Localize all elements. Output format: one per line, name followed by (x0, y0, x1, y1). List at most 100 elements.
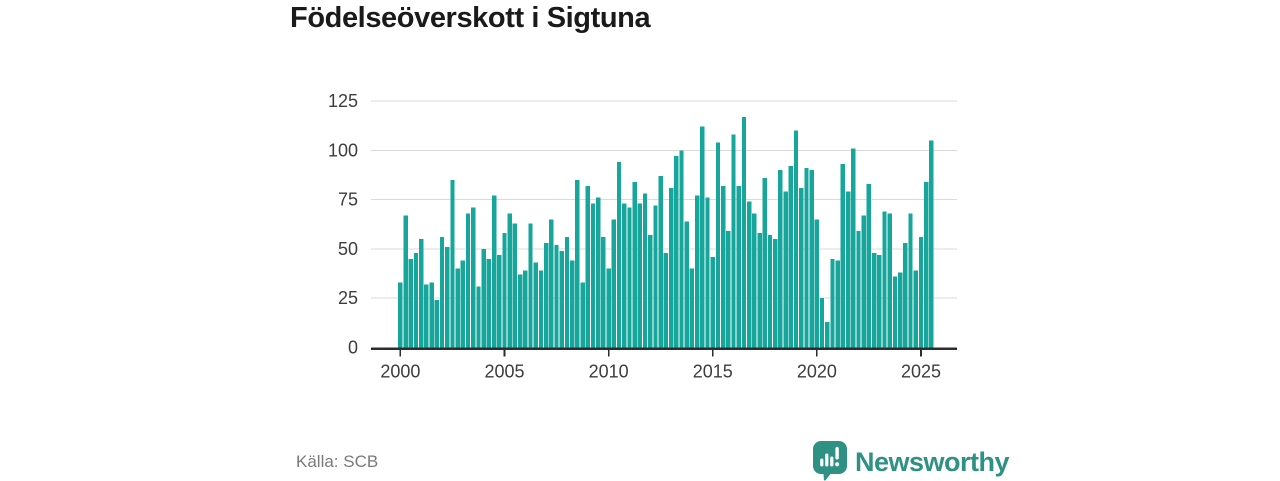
bar-quarter-81 (819, 298, 825, 348)
bar-quarter-17 (486, 258, 492, 348)
y-axis-label-25: 25 (338, 288, 358, 308)
bar-quarter-85 (840, 164, 846, 348)
bar-quarter-92 (877, 254, 882, 348)
bar-quarter-89 (861, 215, 866, 348)
bar-quarter-9 (445, 246, 450, 348)
bar-quarter-68 (752, 213, 757, 348)
bar-quarter-43 (622, 203, 627, 348)
bar-quarter-18 (491, 195, 497, 348)
x-axis-label-2020: 2020 (797, 362, 837, 382)
bar-quarter-58 (700, 126, 705, 348)
bar-quarter-27 (538, 270, 544, 348)
bar-quarter-23 (517, 274, 523, 348)
bar-quarter-53 (674, 156, 679, 348)
bar-quarter-3 (413, 252, 419, 348)
bar-quarter-46 (637, 203, 643, 348)
bar-quarter-40 (606, 268, 611, 348)
bar-quarter-2 (408, 258, 413, 348)
bar-quarter-73 (778, 170, 783, 348)
bar-quarter-1 (403, 215, 408, 348)
bar-quarter-6 (429, 282, 434, 348)
bar-quarter-5 (424, 284, 429, 348)
bar-quarter-11 (455, 268, 460, 348)
bar-quarter-61 (715, 142, 721, 348)
bar-quarter-35 (580, 282, 585, 348)
bar-quarter-52 (668, 187, 674, 348)
bar-quarter-95 (892, 276, 898, 348)
bar-quarter-12 (460, 260, 466, 348)
y-axis-label-75: 75 (338, 190, 358, 210)
bar-quarter-74 (783, 191, 788, 348)
bar-quarter-13 (465, 213, 471, 348)
birth-surplus-bar-chart: 0 25 50 75 100 125 2000 2005 2010 2015 2020 2025 (328, 91, 957, 382)
bar-quarter-94 (887, 213, 892, 348)
bar-quarter-25 (528, 223, 533, 348)
bar-quarter-93 (882, 211, 887, 348)
bar-quarter-49 (653, 205, 658, 348)
bar-quarter-30 (554, 244, 559, 348)
bar-quarter-78 (804, 168, 809, 348)
bar-quarter-26 (533, 262, 538, 348)
bar-quarter-80 (814, 219, 820, 348)
bar-quarter-29 (549, 219, 554, 348)
bar-quarter-62 (720, 185, 726, 348)
y-axis-label-50: 50 (338, 239, 358, 259)
bar-quarter-64 (731, 134, 736, 348)
bar-quarter-76 (793, 130, 799, 348)
bar-quarter-77 (799, 187, 804, 348)
bar-quarter-33 (570, 260, 575, 348)
brand-name: Newsworthy (855, 447, 1010, 477)
bar-quarter-79 (809, 170, 814, 348)
bar-quarter-28 (543, 242, 549, 348)
x-axis-label-2010: 2010 (589, 362, 629, 382)
bar-quarter-56 (689, 268, 695, 348)
chart-title: Födelseöverskott i Sigtuna (290, 2, 651, 34)
bar-quarter-16 (481, 248, 486, 348)
bar-quarter-10 (450, 179, 455, 348)
bar-quarter-57 (694, 195, 700, 348)
bar-quarter-70 (762, 177, 767, 348)
bar-quarter-63 (726, 231, 731, 348)
bar-quarter-88 (856, 231, 861, 348)
bar-quarter-98 (908, 213, 913, 348)
bar-quarter-54 (679, 150, 684, 348)
x-axis-label-2000: 2000 (380, 362, 420, 382)
x-axis-label-2025: 2025 (901, 362, 941, 382)
bar-quarter-32 (564, 237, 570, 348)
bar-quarter-55 (684, 221, 689, 348)
bar-quarter-37 (590, 203, 596, 348)
bar-quarter-86 (845, 191, 851, 348)
bar-quarter-31 (559, 250, 564, 348)
bar-quarter-34 (575, 179, 580, 348)
bar-quarter-0 (398, 282, 403, 348)
bar-quarter-20 (502, 233, 507, 348)
x-axis-label-2005: 2005 (484, 362, 524, 382)
source-label: Källa: SCB (296, 452, 379, 471)
bar-quarter-36 (585, 185, 590, 348)
bar-quarter-84 (835, 260, 840, 348)
bar-quarter-91 (871, 252, 877, 348)
bar-quarter-7 (434, 300, 439, 348)
bar-quarter-47 (642, 193, 648, 348)
bar-quarter-59 (705, 197, 710, 348)
bar-quarter-14 (471, 207, 476, 348)
bar-quarter-82 (825, 321, 830, 348)
bar-quarter-102 (929, 140, 934, 348)
bar-quarter-69 (757, 233, 762, 348)
y-axis-label-0: 0 (348, 338, 358, 358)
bar-quarter-50 (658, 175, 663, 348)
bar-quarter-71 (767, 235, 773, 348)
bar-quarter-90 (866, 183, 872, 348)
bar-quarter-15 (476, 286, 481, 348)
bar-quarter-72 (773, 239, 778, 348)
y-axis-label-125: 125 (328, 91, 358, 111)
bar-quarter-19 (497, 254, 502, 348)
bar-quarter-60 (710, 256, 715, 348)
bar-quarter-44 (627, 207, 632, 348)
bar-quarter-51 (663, 252, 669, 348)
y-axis-label-100: 100 (328, 140, 358, 160)
bar-quarter-22 (512, 223, 518, 348)
bar-quarter-45 (632, 181, 637, 348)
bar-quarter-87 (851, 148, 856, 348)
